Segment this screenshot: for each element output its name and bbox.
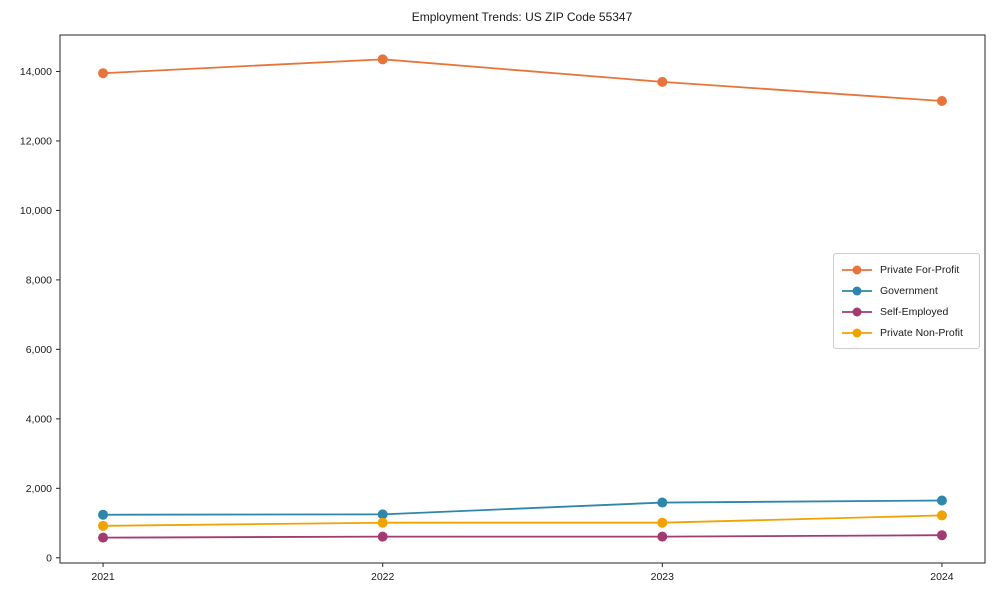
data-point-marker <box>98 509 109 520</box>
y-axis-tick-label: 14,000 <box>20 66 52 78</box>
data-point-marker <box>377 54 388 65</box>
series-line <box>103 534 942 539</box>
legend-item: Private For-Profit <box>841 259 972 280</box>
data-point-marker <box>936 96 947 106</box>
legend-line-marker-icon <box>842 286 872 295</box>
series-layer <box>98 54 947 543</box>
legend-item-label: Government <box>880 284 938 297</box>
data-point-marker <box>98 520 109 531</box>
legend: Private For-Profit Government Self-Employe… <box>833 253 980 349</box>
data-point-marker <box>98 68 109 79</box>
data-point-marker <box>98 532 109 543</box>
data-point-marker <box>657 517 668 528</box>
y-axis-tick-label: 4,000 <box>26 414 52 426</box>
data-point-marker <box>377 509 388 520</box>
y-axis-tick-label: 12,000 <box>20 136 52 148</box>
legend-item: Government <box>841 280 972 301</box>
data-point-marker <box>936 510 947 521</box>
x-axis-tick-label: 2023 <box>651 571 675 583</box>
y-axis-tick-label: 8,000 <box>26 275 52 287</box>
legend-line-marker-icon <box>842 265 872 274</box>
legend-item: Private Non-Profit <box>841 322 972 343</box>
x-axis-tick-label: 2021 <box>91 571 115 583</box>
y-axis-tick-label: 2,000 <box>26 483 52 495</box>
x-axis-tick-label: 2024 <box>930 571 954 583</box>
series-line <box>103 58 942 102</box>
data-point-marker <box>936 495 947 506</box>
legend-item: Self-Employed <box>841 301 972 322</box>
legend-item-label: Private Non-Profit <box>880 326 963 339</box>
legend-line-marker-icon <box>842 307 872 316</box>
data-point-marker <box>657 76 668 87</box>
axes-layer: 0 2,000 4,000 6,000 8,000 10,000 12,000 14,000 2… <box>20 34 986 583</box>
legend-item-label: Self-Employed <box>880 305 949 318</box>
x-axis-tick-label: 2022 <box>371 571 395 583</box>
chart-title: Employment Trends: US ZIP Code 55347 <box>412 10 633 24</box>
y-axis-tick-label: 10,000 <box>20 205 52 217</box>
data-point-marker <box>936 530 947 541</box>
data-point-marker <box>657 497 668 508</box>
series-line <box>103 514 942 527</box>
data-point-marker <box>657 531 668 542</box>
series-line <box>103 499 942 516</box>
data-point-marker <box>377 531 388 542</box>
legend-line-marker-icon <box>842 328 872 337</box>
data-point-marker <box>377 517 388 528</box>
plot-frame <box>59 34 986 564</box>
legend-item-label: Private For-Profit <box>880 263 960 276</box>
y-axis-tick-label: 6,000 <box>26 344 52 356</box>
y-axis-tick-label: 0 <box>46 552 52 564</box>
